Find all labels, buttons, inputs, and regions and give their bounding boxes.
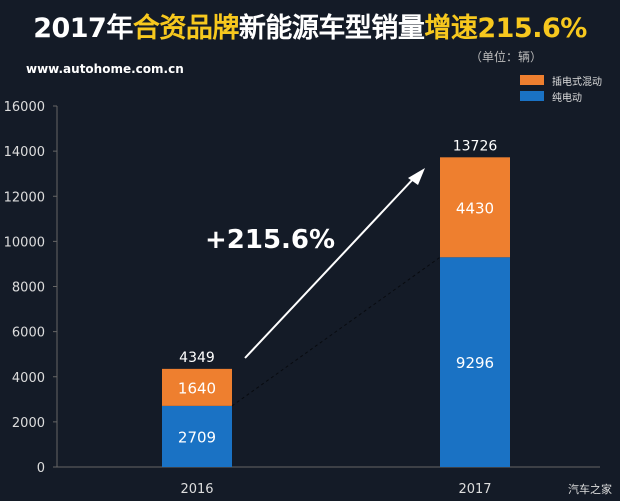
watermark: 汽车之家 bbox=[568, 483, 612, 496]
data-label-bev: 9296 bbox=[456, 354, 494, 372]
bar-phev-2017 bbox=[440, 157, 510, 258]
y-tick-label: 12000 bbox=[4, 190, 45, 205]
y-tick-label: 6000 bbox=[12, 326, 45, 341]
chart-title: 2017年合资品牌新能源车型销量增速215.6% bbox=[33, 13, 587, 44]
y-tick-label: 4000 bbox=[12, 371, 45, 386]
total-label: 4349 bbox=[179, 350, 215, 366]
growth-arrow bbox=[244, 176, 416, 359]
legend: 插电式混动 纯电动 bbox=[520, 72, 602, 104]
y-tick-label: 16000 bbox=[4, 100, 45, 115]
y-tick-label: 14000 bbox=[4, 145, 45, 160]
bar-bev-2016 bbox=[162, 405, 232, 467]
total-label: 13726 bbox=[453, 138, 498, 154]
site-url: www.autohome.com.cn bbox=[26, 62, 184, 76]
bar-bev-2017 bbox=[440, 257, 510, 467]
data-label-phev: 1640 bbox=[178, 379, 216, 397]
x-tick-label: 2017 bbox=[458, 482, 491, 497]
bar-phev-2016 bbox=[162, 368, 232, 406]
legend-swatch-phev bbox=[520, 75, 544, 85]
legend-item-bev: 纯电动 bbox=[520, 88, 602, 104]
data-label-phev: 4430 bbox=[456, 199, 494, 217]
data-label-bev: 2709 bbox=[178, 428, 216, 446]
y-tick-label: 0 bbox=[37, 461, 45, 476]
y-tick-label: 8000 bbox=[12, 281, 45, 296]
legend-swatch-bev bbox=[520, 91, 544, 101]
unit-label: （单位：辆） bbox=[470, 50, 543, 64]
trend-dashed-line bbox=[231, 256, 441, 407]
legend-item-phev: 插电式混动 bbox=[520, 72, 602, 88]
y-tick-label: 10000 bbox=[4, 235, 45, 250]
y-tick-label: 2000 bbox=[12, 416, 45, 431]
growth-annotation: +215.6% bbox=[205, 225, 335, 255]
x-tick-label: 2016 bbox=[180, 482, 213, 497]
